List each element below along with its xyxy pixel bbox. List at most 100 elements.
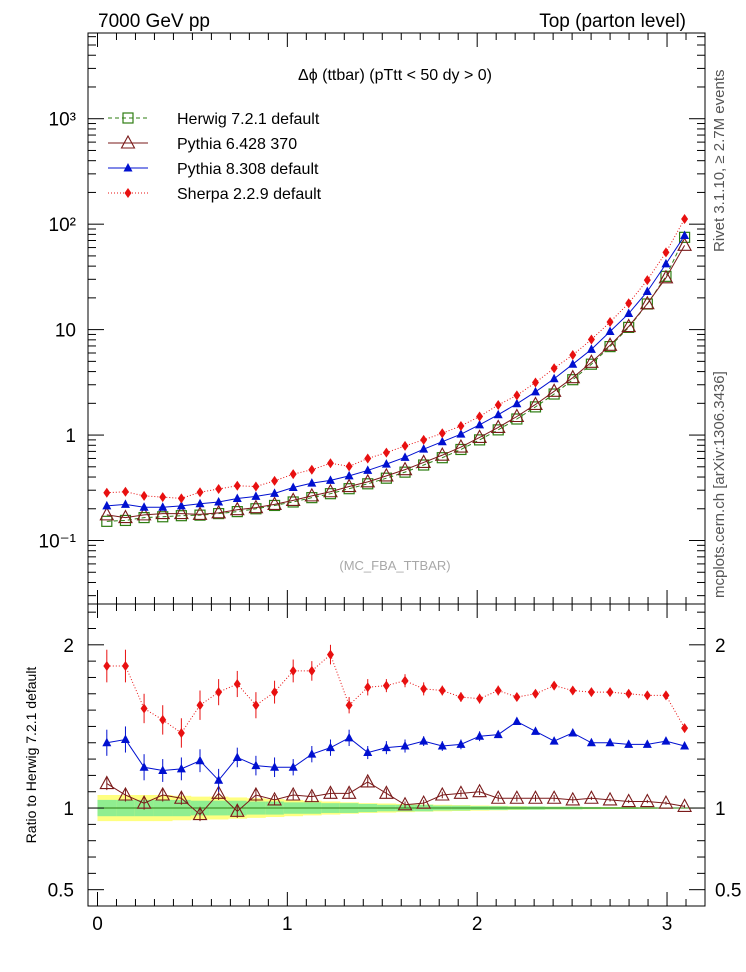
ratio-point (344, 732, 354, 742)
data-point (438, 428, 446, 439)
data-point (400, 452, 410, 461)
data-point (397, 461, 413, 476)
ratio-point (139, 762, 149, 771)
data-point (472, 429, 488, 443)
legend-label: Herwig 7.2.1 default (177, 111, 320, 128)
y-tick-label: 10 (55, 321, 76, 342)
data-point (192, 506, 208, 520)
data-point (345, 461, 353, 472)
data-point (99, 506, 115, 521)
data-point (587, 334, 595, 345)
x-tick-label: 3 (662, 914, 673, 935)
x-tick-label: 2 (472, 914, 483, 935)
ratio-point (643, 690, 651, 701)
ratio-point (270, 762, 280, 771)
data-point (625, 298, 633, 309)
ratio-point (364, 682, 372, 693)
data-point (121, 486, 129, 497)
data-point (546, 383, 562, 397)
header-left: 7000 GeV pp (98, 11, 210, 32)
data-point (583, 354, 599, 368)
main-series (99, 213, 693, 527)
data-point (267, 496, 282, 510)
data-point (437, 436, 447, 446)
data-point (289, 469, 297, 480)
legend-label: Pythia 6.428 370 (177, 136, 297, 153)
ratio-axes: 0 1 2 3 0.5 0.5 1 1 2 2 (48, 604, 741, 935)
data-point (364, 453, 372, 464)
data-point (550, 363, 558, 374)
data-point (658, 269, 674, 284)
data-point (420, 434, 428, 445)
ratio-point (457, 692, 465, 703)
data-point (513, 390, 521, 401)
ratio-point (345, 700, 353, 711)
ratio-panel: 0 1 2 3 0.5 0.5 1 1 2 2 Ratio to Herwig 7.2.1 def… (23, 603, 741, 935)
data-point (681, 213, 689, 224)
data-point (606, 317, 614, 328)
ratio-point (513, 692, 521, 703)
ratio-point (120, 734, 130, 743)
ratio-point (625, 688, 633, 699)
data-point (419, 444, 429, 453)
ratio-point (549, 736, 559, 745)
ratio-point (326, 649, 334, 660)
data-point (621, 318, 637, 333)
ratio-point (158, 765, 168, 775)
ratio-point (177, 727, 185, 738)
ratio-line (106, 781, 685, 816)
ratio-point (602, 791, 618, 806)
ratio-point (232, 752, 242, 761)
ratio-line (106, 653, 686, 734)
data-point (512, 398, 522, 408)
ratio-point (639, 793, 655, 808)
ratio-point (493, 729, 503, 739)
y-tick-label: 10² (49, 215, 76, 236)
legend-marker (120, 134, 136, 149)
data-point (475, 419, 485, 429)
ratio-point (229, 803, 245, 817)
ratio-point (438, 685, 446, 696)
ratio-point (621, 793, 637, 808)
ratio-point (308, 665, 316, 676)
data-point (248, 499, 264, 514)
data-point (252, 481, 260, 492)
ratio-point (662, 690, 670, 701)
data-point (288, 482, 298, 492)
ratio-point (378, 785, 394, 799)
ratio-point (531, 688, 539, 699)
x-tick-label: 1 (282, 914, 293, 935)
data-point (158, 502, 168, 511)
ratio-point (176, 763, 186, 773)
data-point (680, 230, 690, 240)
data-point (229, 501, 245, 516)
ratio-point (475, 731, 485, 740)
data-point (177, 493, 185, 504)
ratio-point (397, 796, 413, 811)
ratio-y-tick-label: 1 (63, 799, 74, 820)
data-point (531, 377, 539, 388)
legend-marker (124, 188, 132, 198)
legend-label: Sherpa 2.2.9 default (177, 186, 322, 203)
rivet-label: Rivet 3.1.10, ≥ 2.7M events (711, 70, 728, 253)
ratio-point (323, 785, 338, 799)
ratio-point (159, 714, 167, 725)
ratio-y-tick-label: 2 (63, 636, 74, 657)
ratio-point (103, 661, 111, 672)
data-point (378, 467, 394, 482)
ratio-point (400, 741, 410, 750)
data-point (509, 408, 525, 423)
ratio-point (528, 790, 543, 804)
data-point (233, 480, 241, 491)
data-point (215, 483, 223, 494)
ratio-point (211, 785, 227, 799)
data-point (285, 492, 301, 506)
series-line (106, 218, 686, 499)
data-point (490, 419, 506, 434)
ratio-point (99, 775, 115, 790)
data-point (549, 373, 559, 383)
ratio-point (252, 700, 260, 711)
ratio-point (624, 739, 634, 748)
data-point (569, 349, 577, 360)
